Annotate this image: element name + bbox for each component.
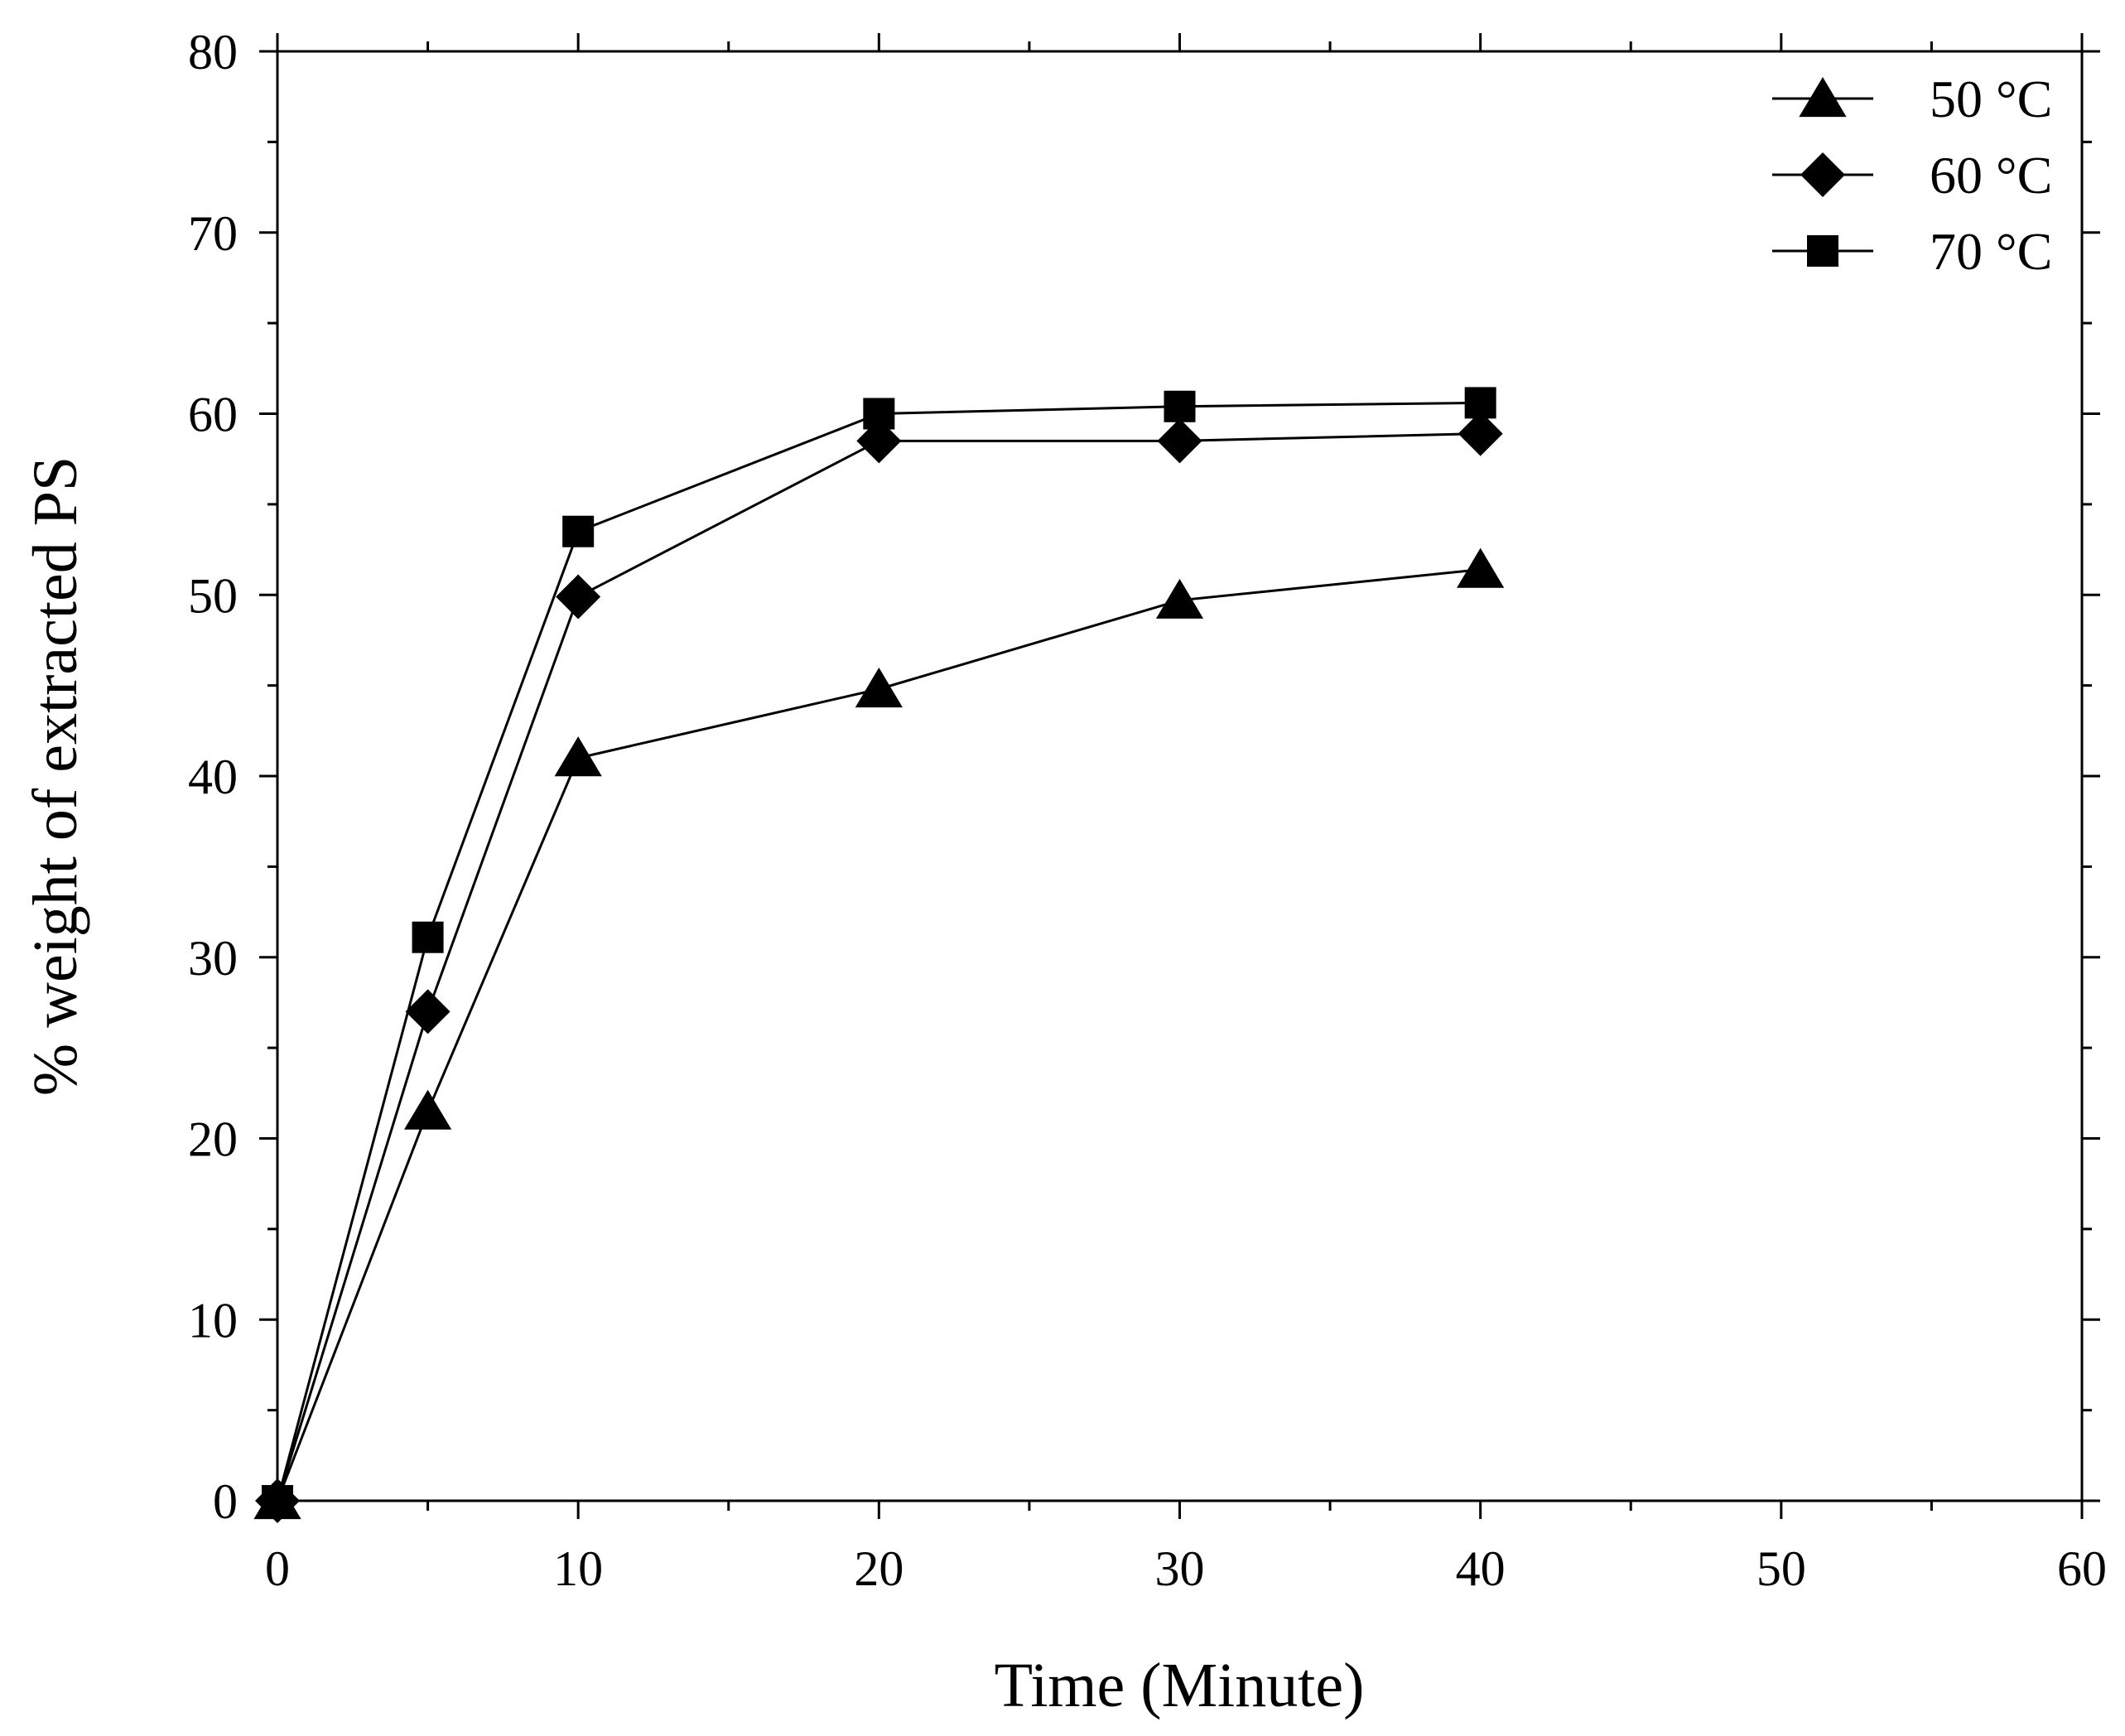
x-axis-title: Time (Minute) <box>995 1651 1365 1720</box>
x-tick-label: 0 <box>265 1541 290 1596</box>
y-tick-label: 0 <box>213 1474 238 1529</box>
data-point-square <box>262 1485 293 1517</box>
data-point-square <box>562 515 595 547</box>
y-tick-label: 40 <box>188 750 238 804</box>
x-tick-label: 50 <box>1756 1541 1806 1596</box>
x-tick-label: 30 <box>1155 1541 1205 1596</box>
data-point-square <box>863 398 895 430</box>
data-point-triangle <box>855 668 903 708</box>
legend: 50 °C 60 °C 70 °C <box>1772 70 2052 281</box>
y-tick-label: 20 <box>188 1112 238 1167</box>
y-axis-title: % weight of extracted PS <box>21 456 90 1096</box>
x-tick-label: 10 <box>553 1541 603 1596</box>
legend-entry: 60 °C <box>1772 146 2052 205</box>
series-square <box>262 387 1496 1517</box>
data-point-diamond <box>1458 411 1503 456</box>
axis-tick-labels: 0 10 20 30 40 50 60 0 10 20 30 40 50 60 70 80 <box>188 25 2107 1596</box>
data-point-diamond <box>405 989 451 1034</box>
legend-marker-square <box>1807 235 1838 267</box>
y-tick-label: 50 <box>188 568 238 623</box>
data-point-triangle <box>403 1089 452 1130</box>
data-point-square <box>412 921 444 953</box>
legend-entry: 50 °C <box>1772 70 2052 128</box>
x-tick-label: 40 <box>1456 1541 1506 1596</box>
legend-entry: 70 °C <box>1772 222 2052 281</box>
legend-label: 50 °C <box>1930 70 2052 128</box>
y-tick-label: 30 <box>188 931 238 986</box>
x-tick-label: 20 <box>854 1541 903 1596</box>
series-line <box>276 401 1481 1502</box>
plot-frame <box>276 50 2084 1502</box>
y-tick-label: 70 <box>188 206 238 261</box>
series-triangle <box>253 547 1505 1520</box>
series-line <box>276 568 1481 1502</box>
data-point-triangle <box>1155 578 1204 619</box>
series-line <box>276 432 1481 1502</box>
y-tick-label: 80 <box>188 25 238 80</box>
y-tick-label: 10 <box>188 1293 238 1348</box>
data-point-diamond <box>1157 418 1202 464</box>
data-point-diamond <box>856 418 902 464</box>
data-point-square <box>1464 387 1496 419</box>
axis-ticks <box>259 33 2100 1519</box>
legend-label: 70 °C <box>1930 222 2052 281</box>
series-diamond <box>255 411 1503 1523</box>
y-tick-label: 60 <box>188 388 238 442</box>
legend-label: 60 °C <box>1930 146 2052 205</box>
legend-marker-triangle <box>1799 77 1847 118</box>
data-point-triangle <box>554 736 602 777</box>
data-point-diamond <box>556 574 601 620</box>
legend-marker-diamond <box>1800 152 1845 197</box>
data-point-square <box>1164 390 1196 422</box>
data-series <box>253 387 1505 1523</box>
data-point-triangle <box>1457 547 1505 588</box>
x-tick-label: 60 <box>2057 1541 2107 1596</box>
